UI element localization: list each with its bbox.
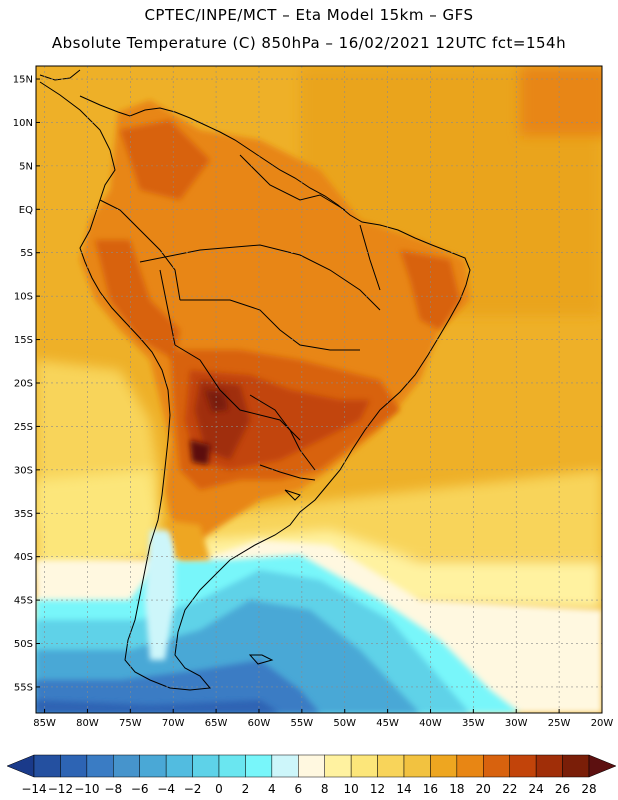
- colorbar-tick-label: 20: [476, 782, 491, 796]
- colorbar-tick-label: 28: [581, 782, 596, 796]
- colorbar-tick-label: −10: [74, 782, 99, 796]
- lat-tick-label: 45S: [14, 596, 33, 607]
- colorbar-cell: [165, 754, 193, 778]
- lat-tick-label: EQ: [19, 205, 33, 216]
- colorbar-cell: [192, 754, 220, 778]
- lon-tick-label: 55W: [291, 718, 314, 729]
- colorbar-cell: [535, 754, 563, 778]
- map-frame: [35, 65, 603, 714]
- lat-tick-label: 50S: [14, 639, 33, 650]
- colorbar-tick-label: 10: [344, 782, 359, 796]
- lon-tick-label: 45W: [376, 718, 399, 729]
- lon-tick-label: 30W: [505, 718, 528, 729]
- colorbar-cell: [562, 754, 590, 778]
- lat-tick-label: 20S: [14, 378, 33, 389]
- lon-tick-label: 25W: [548, 718, 571, 729]
- lon-tick-label: 60W: [248, 718, 271, 729]
- colorbar-cell: [298, 754, 325, 778]
- lon-tick-label: 80W: [76, 718, 99, 729]
- colorbar-cell: [218, 754, 246, 778]
- colorbar-tick-label: 8: [321, 782, 329, 796]
- colorbar-cell: [430, 754, 458, 778]
- lon-tick-label: 20W: [591, 718, 614, 729]
- lat-tick-label: 10S: [14, 292, 33, 303]
- colorbar-tick-label: −4: [157, 782, 175, 796]
- lat-tick-label: 30S: [14, 465, 33, 476]
- colorbar-cell: [403, 754, 431, 778]
- colorbar-tick-label: 14: [396, 782, 411, 796]
- lon-tick-label: 40W: [419, 718, 442, 729]
- lat-tick-label: 15N: [13, 75, 33, 86]
- colorbar-tick-label: −12: [48, 782, 73, 796]
- colorbar-cell: [350, 754, 378, 778]
- colorbar-cell: [113, 754, 140, 778]
- lat-tick-label: 5S: [20, 248, 33, 259]
- lat-tick-label: 35S: [14, 509, 33, 520]
- colorbar-tick-label: 24: [529, 782, 544, 796]
- colorbar-tick-label: −6: [131, 782, 149, 796]
- colorbar-cell: [60, 754, 88, 778]
- colorbar-tick-label: 22: [502, 782, 517, 796]
- colorbar-tick-label: 0: [215, 782, 223, 796]
- longitude-axis: 85W 80W 75W 70W 65W 60W 55W 50W 45W 40W 35W 30W 25W 2…: [33, 709, 613, 729]
- colorbar-cell: [271, 754, 299, 778]
- colorbar-cell: [86, 754, 114, 778]
- map-title-line-1: CPTEC/INPE/MCT – Eta Model 15km – GFS: [144, 6, 474, 24]
- colorbar-tick-label: 2: [242, 782, 250, 796]
- colorbar-cell: [509, 754, 537, 778]
- colorbar-tick-label: 16: [423, 782, 438, 796]
- colorbar-cell: [324, 754, 352, 778]
- colorbar-cell: [377, 754, 405, 778]
- colorbar-tick-label: −2: [184, 782, 202, 796]
- colorbar-tick-label: 26: [555, 782, 570, 796]
- lon-tick-label: 50W: [333, 718, 356, 729]
- colorbar-tick-label: 12: [370, 782, 385, 796]
- lon-tick-label: 35W: [462, 718, 485, 729]
- colorbar-cell: [483, 754, 510, 778]
- lat-tick-label: 55S: [14, 682, 33, 693]
- colorbar-cell: [139, 754, 167, 778]
- lon-tick-label: 75W: [119, 718, 142, 729]
- lat-tick-label: 15S: [14, 335, 33, 346]
- colorbar-tick-label: 6: [294, 782, 302, 796]
- lat-tick-label: 10N: [13, 118, 33, 129]
- map-title-line-2: Absolute Temperature (C) 850hPa – 16/02/…: [51, 34, 567, 52]
- colorbar-tick-label: 4: [268, 782, 276, 796]
- colorbar-tick-label: 18: [449, 782, 464, 796]
- colorbar-tick-label: −8: [104, 782, 122, 796]
- lon-tick-label: 70W: [162, 718, 185, 729]
- lat-tick-label: 40S: [14, 552, 33, 563]
- colorbar-underflow-triangle: [6, 754, 35, 778]
- colorbar-cell: [245, 754, 273, 778]
- lon-tick-label: 65W: [205, 718, 228, 729]
- lat-tick-label: 25S: [14, 422, 33, 433]
- colorbar-cell: [33, 754, 61, 778]
- latitude-axis: 15N 10N 5N EQ 5S 10S 15S 20S 25S 30S 35S 40S 45S 50S 5…: [13, 75, 40, 693]
- colorbar-overflow-triangle: [588, 754, 617, 778]
- lon-tick-label: 85W: [33, 718, 56, 729]
- colorbar-cell: [456, 754, 484, 778]
- colorbar-tick-label: −14: [21, 782, 46, 796]
- lat-tick-label: 5N: [19, 161, 33, 172]
- graticule: [36, 66, 602, 713]
